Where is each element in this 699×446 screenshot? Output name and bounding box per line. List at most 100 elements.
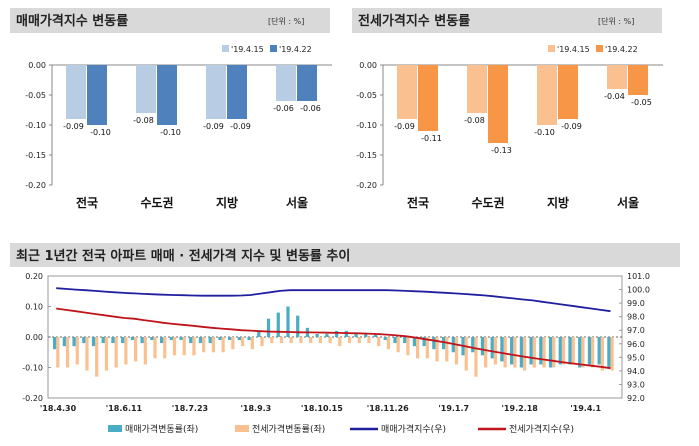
- x-tick-label: '19.2.18: [501, 404, 538, 413]
- y-tick-label: -0.15: [25, 151, 46, 160]
- sales-change-bar: [403, 337, 407, 344]
- sales-change-bar: [500, 337, 504, 362]
- legend-label: '19.4.22: [279, 45, 312, 54]
- legend-label: '19.4.15: [231, 45, 264, 54]
- jeonse-change-bar: [250, 337, 254, 350]
- sales-change-bar: [441, 337, 446, 350]
- panel-sales-title-bar: [10, 8, 330, 33]
- jeonse-change-bar: [610, 337, 614, 371]
- right-tick-label: 98.0: [627, 313, 645, 322]
- jeonse-change-bar: [513, 337, 517, 368]
- jeonse-change-bar: [503, 337, 507, 368]
- sales-change-bar: [91, 337, 96, 347]
- right-tick-label: 101.0: [627, 272, 650, 281]
- data-label: -0.09: [63, 122, 84, 131]
- jeonse-change-bar: [542, 337, 546, 368]
- jeonse-change-bar: [309, 337, 313, 344]
- sales-change-bar: [82, 337, 86, 344]
- sales-change-bar: [587, 337, 592, 365]
- jeonse-change-bar: [396, 337, 400, 353]
- panel-jeonse-plot: 0.00 -0.05 -0.10 -0.15 -0.20 -0.09 -0.11 전국 -0.0…: [356, 45, 663, 210]
- jeonse-change-bar: [163, 337, 167, 359]
- sales-change-bar: [490, 337, 494, 359]
- right-tick-label: 97.0: [627, 326, 645, 335]
- bar-curr: [87, 65, 107, 125]
- jeonse-change-bar: [75, 337, 79, 365]
- jeonse-change-bar: [270, 337, 274, 344]
- data-label: -0.06: [300, 104, 321, 113]
- sales-change-bar: [266, 318, 271, 337]
- sales-change-bar: [519, 337, 523, 368]
- sales-change-bar: [432, 337, 436, 350]
- panel-trend: 최근 1년간 전국 아파트 매매 · 전세가격 지수 및 변동률 추이 0.20…: [10, 243, 680, 435]
- bar-curr: [157, 65, 177, 125]
- left-tick-label: 0.10: [25, 303, 43, 312]
- jeonse-change-bar: [571, 337, 575, 365]
- sales-change-bar: [393, 337, 397, 344]
- sales-change-bar: [510, 337, 514, 365]
- right-tick-label: 92.0: [627, 394, 645, 403]
- sales-change-bar: [53, 337, 57, 350]
- category-label: 전국: [407, 195, 429, 210]
- category-label: 전국: [76, 195, 98, 210]
- data-label: -0.09: [561, 122, 582, 131]
- sales-change-bar: [257, 330, 261, 337]
- jeonse-change-bar: [591, 337, 595, 368]
- jeonse-change-bar: [561, 337, 566, 365]
- jeonse-change-bar: [474, 337, 478, 377]
- panel-sales-plot: 0.00 -0.05 -0.10 -0.15 -0.20 -0.09 -0.10 전국 -0.0…: [25, 45, 332, 210]
- jeonse-change-bar: [56, 337, 60, 368]
- sales-change-bar: [228, 337, 232, 341]
- x-tick-label: '18.4.30: [40, 404, 77, 413]
- x-tick-label: '18.7.23: [172, 404, 208, 413]
- category-label: 서울: [617, 195, 639, 210]
- sales-change-bar: [121, 337, 125, 344]
- jeonse-change-bar: [260, 337, 264, 347]
- bar-prev: [276, 65, 296, 101]
- legend-swatch: [108, 425, 122, 432]
- legend-swatch: [235, 425, 249, 432]
- legend-label: '19.4.22: [605, 45, 638, 54]
- jeonse-change-bar: [231, 337, 235, 350]
- sales-change-bar: [111, 337, 115, 344]
- data-label: -0.09: [230, 122, 251, 131]
- bar-prev: [397, 65, 417, 119]
- sales-change-bar: [315, 333, 319, 337]
- sales-change-bar: [335, 330, 339, 337]
- jeonse-change-bar: [386, 337, 391, 350]
- jeonse-change-bar: [289, 337, 293, 344]
- jeonse-change-bar: [318, 337, 322, 344]
- jeonse-change-bar: [406, 337, 410, 356]
- y-tick-label: 0.00: [28, 61, 46, 70]
- jeonse-change-bar: [347, 337, 352, 344]
- y-tick-label: 0.00: [359, 61, 377, 70]
- panel-jeonse-unit: [단위 : %]: [598, 16, 634, 26]
- jeonse-change-bar: [532, 337, 536, 368]
- sales-change-bar: [568, 337, 572, 365]
- sales-change-bar: [364, 333, 368, 337]
- y-tick-label: -0.10: [25, 121, 46, 130]
- sales-change-bar: [296, 315, 300, 337]
- data-label: -0.10: [90, 128, 111, 137]
- left-tick-label: -0.20: [22, 394, 43, 403]
- y-tick-label: -0.10: [356, 121, 377, 130]
- sales-change-bar: [237, 337, 241, 341]
- jeonse-change-bar: [299, 337, 303, 344]
- y-tick-label: -0.20: [356, 181, 377, 190]
- jeonse-change-bar: [182, 337, 186, 356]
- sales-change-bar: [578, 337, 582, 368]
- y-tick-label: -0.05: [25, 91, 46, 100]
- panel-sales-unit: [단위 : %]: [268, 16, 304, 26]
- bar-curr: [488, 65, 508, 143]
- sales-change-bar: [218, 337, 222, 341]
- sales-change-bar: [286, 306, 290, 337]
- sales-change-bar: [159, 337, 164, 344]
- data-label: -0.10: [534, 128, 555, 137]
- sales-change-bar: [130, 337, 135, 341]
- jeonse-change-bar: [484, 337, 488, 368]
- x-tick-label: '19.4.1: [570, 404, 601, 413]
- panel-sales-title: 매매가격지수 변동률: [16, 14, 128, 29]
- category-label: 수도권: [471, 196, 504, 210]
- data-label: -0.10: [160, 128, 181, 137]
